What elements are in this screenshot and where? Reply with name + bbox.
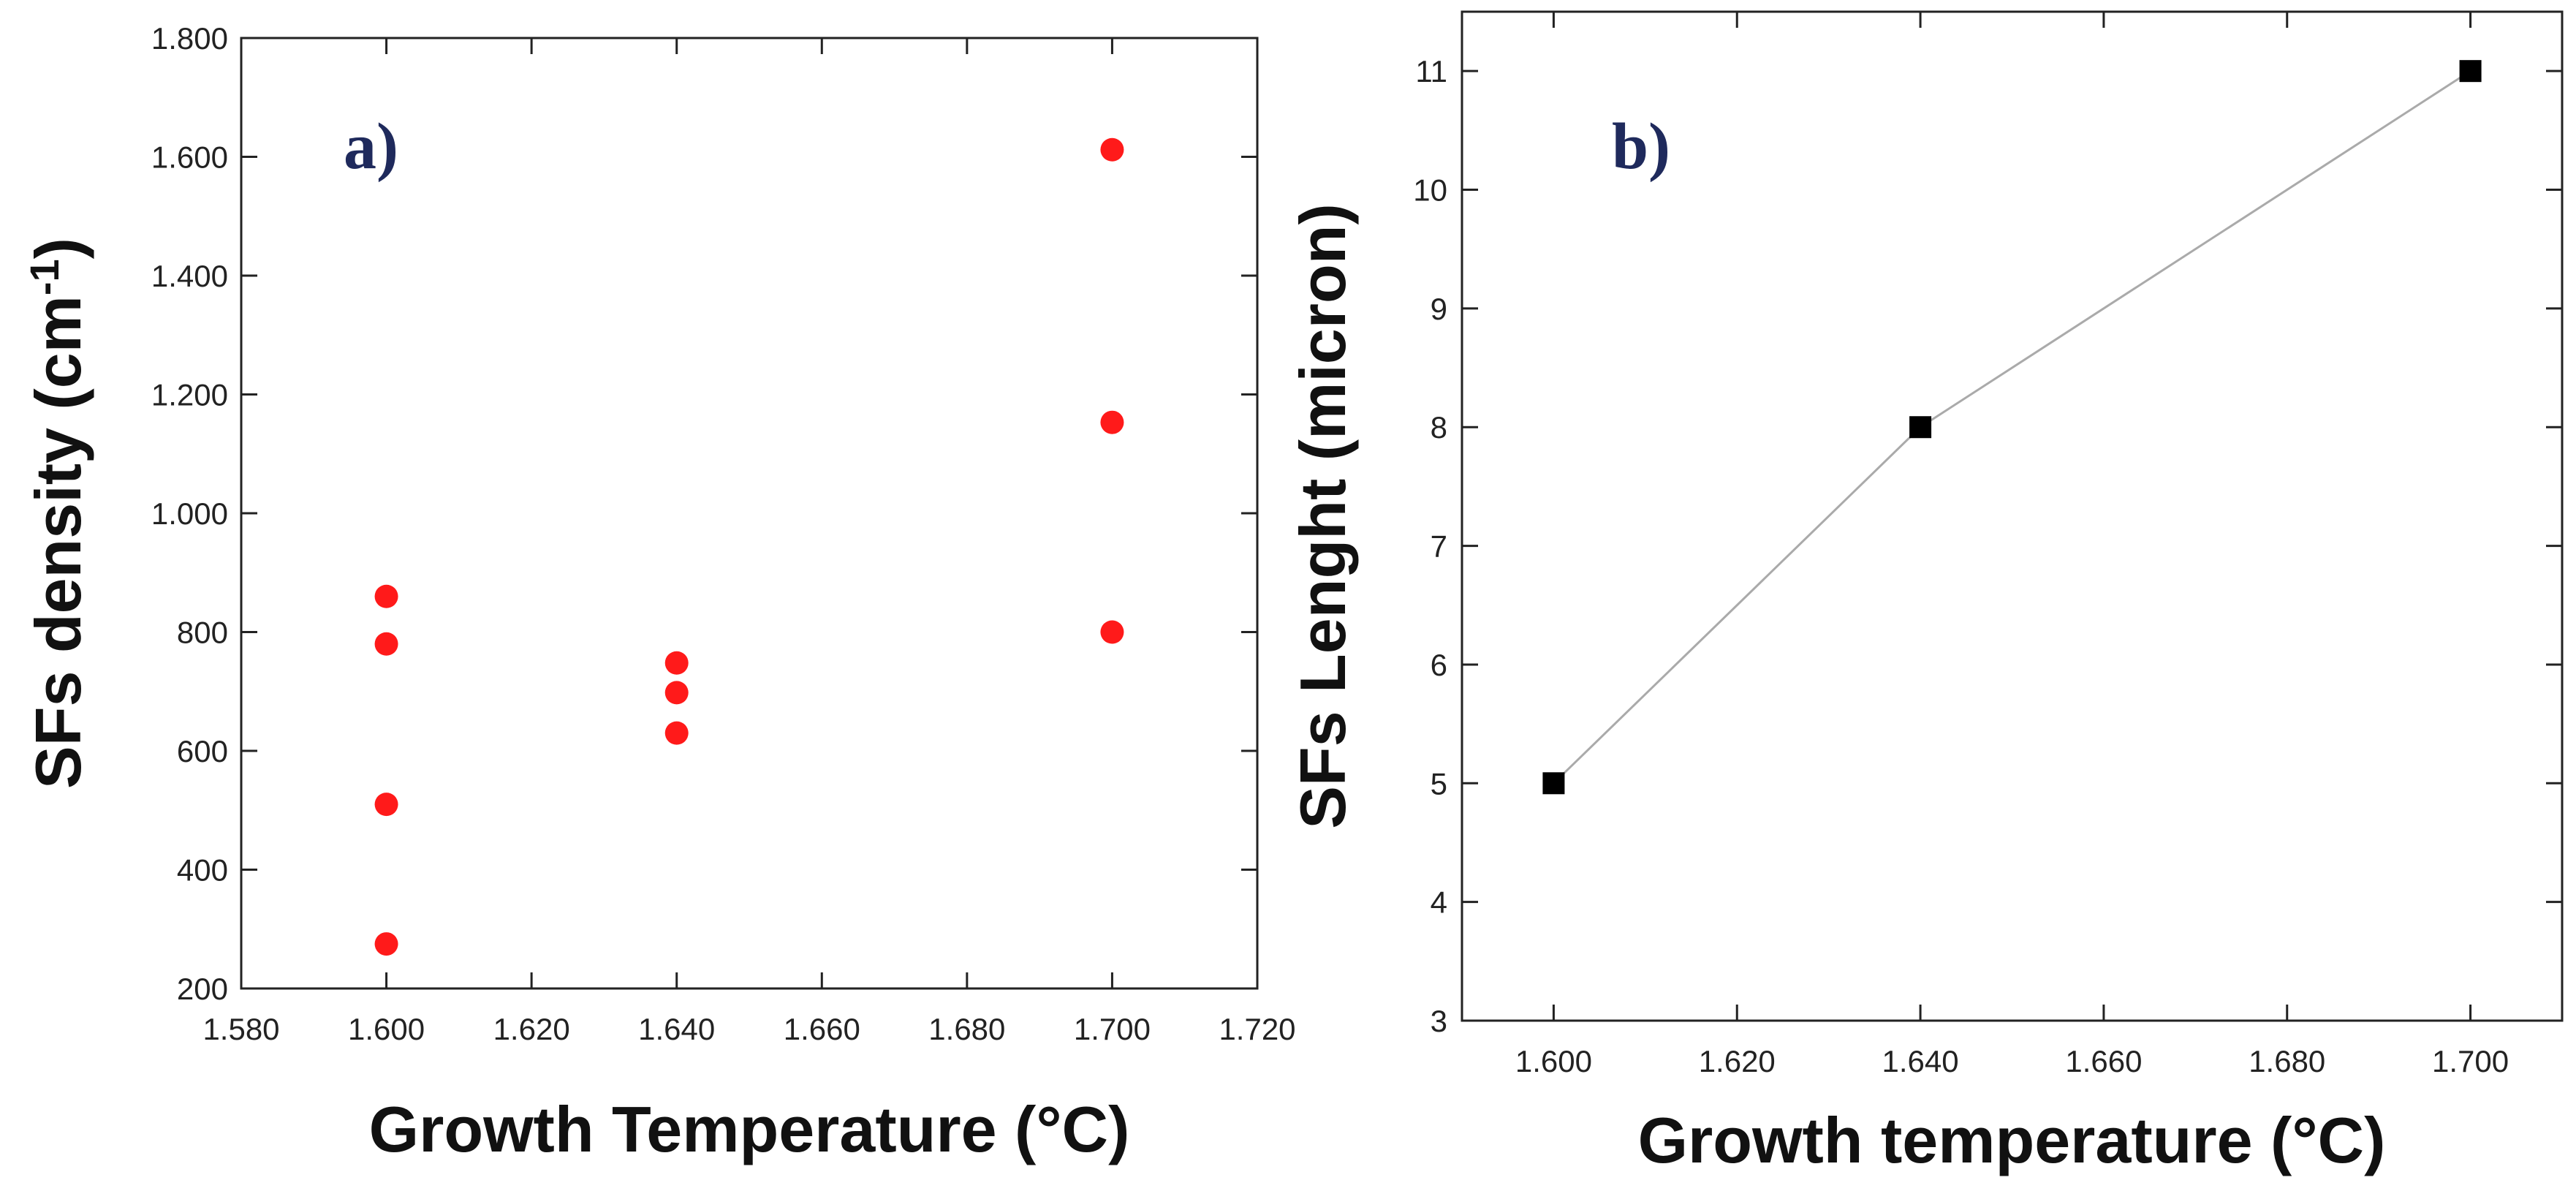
- panel-a-x-axis-title: Growth Temperature (°C): [369, 1093, 1130, 1165]
- panel-b-series-line: [1553, 69, 2471, 784]
- panel-a-y-tick-label: 1.000: [151, 496, 228, 531]
- panel-b-x-tick-label: 1.620: [1699, 1044, 1776, 1078]
- panel-a-x-tick-label: 1.700: [1074, 1012, 1151, 1046]
- panel-a-y-tick-label: 400: [177, 853, 228, 888]
- panel-a-y-tick-label: 600: [177, 734, 228, 768]
- panel-a-data-point: [374, 932, 398, 956]
- panel-b-x-tick-label: 1.600: [1515, 1044, 1592, 1078]
- panel-a-data-point: [664, 651, 689, 675]
- panel-b-y-tick-label: 10: [1413, 173, 1447, 208]
- panel-a-label: a): [344, 110, 398, 183]
- panel-b-y-tick-label: 6: [1431, 648, 1447, 682]
- panel-a-data-point: [374, 793, 398, 817]
- panel-a-data-point: [1100, 137, 1124, 162]
- panel-b-data-points: [1542, 60, 2482, 795]
- panel-b-y-tick-label: 4: [1431, 885, 1447, 920]
- panel-a-y-tick-label: 800: [177, 616, 228, 650]
- panel-a-y-tick-label: 1.200: [151, 378, 228, 412]
- panel-b-x-tick-label: 1.700: [2432, 1044, 2509, 1078]
- panel-a-y-tick-label: 1.800: [151, 21, 228, 56]
- panel-b-data-point: [1909, 416, 1932, 439]
- panel-b-data-point: [2459, 60, 2482, 83]
- panel-b-y-tick-label: 3: [1431, 1004, 1447, 1038]
- panel-a-data-point: [664, 681, 689, 705]
- panel-b-y-tick-label: 5: [1431, 766, 1447, 801]
- panel-a-x-tick-label: 1.640: [638, 1012, 715, 1046]
- panel-b-label: b): [1612, 110, 1670, 183]
- panel-b-line-chart: 1.600 1.620 1.640 1.660 1.680 1.700 3 4 5 6 7 8 9 10…: [1287, 10, 2564, 1176]
- panel-a-y-tick-label: 1.600: [151, 140, 228, 175]
- panel-a-data-point: [374, 632, 398, 656]
- panel-b-y-tick-label: 8: [1431, 410, 1447, 445]
- panel-a-y-ticks: 200 400 600 800 1.000 1.200 1.400 1.600 1.800: [151, 21, 1257, 1006]
- panel-b-x-ticks: 1.600 1.620 1.640 1.660 1.680 1.700: [1515, 12, 2509, 1078]
- panel-b-y-ticks: 3 4 5 6 7 8 9 10 11: [1413, 54, 2562, 1038]
- panel-a-y-tick-label: 1.400: [151, 259, 228, 293]
- panel-b-y-axis-title: SFs Lenght (micron): [1287, 203, 1359, 829]
- panel-a-y-axis-title: SFs density (cm-1): [21, 238, 94, 789]
- panel-a-y-axis-title-close: ): [22, 238, 94, 259]
- panel-a-x-tick-label: 1.660: [784, 1012, 860, 1046]
- panel-a-data-point: [374, 584, 398, 608]
- panel-a-x-tick-label: 1.720: [1219, 1012, 1295, 1046]
- panel-a-x-tick-label: 1.620: [493, 1012, 570, 1046]
- panel-a-scatter-chart: 1.580 1.600 1.620 1.640 1.660 1.680 1.700 1.720…: [21, 21, 1296, 1165]
- panel-a-x-ticks: 1.580 1.600 1.620 1.640 1.660 1.680 1.700 1.720: [202, 38, 1296, 1046]
- panel-a-data-point: [664, 721, 689, 745]
- panel-a-data-point: [1100, 620, 1124, 644]
- panel-b-x-axis-title: Growth temperature (°C): [1638, 1104, 2386, 1176]
- panel-b-x-tick-label: 1.660: [2065, 1044, 2142, 1078]
- panel-b-series-polyline: [1553, 69, 2471, 784]
- panel-a-x-tick-label: 1.680: [928, 1012, 1005, 1046]
- panel-b-x-tick-label: 1.680: [2249, 1044, 2325, 1078]
- panel-b-y-tick-label: 7: [1431, 529, 1447, 564]
- panel-b-plot-frame: [1461, 10, 2564, 1022]
- panel-a-x-tick-label: 1.600: [348, 1012, 425, 1046]
- panel-a-x-tick-label: 1.580: [202, 1012, 279, 1046]
- panel-a-y-axis-title-main: SFs density (cm: [22, 295, 94, 789]
- panel-a-data-point: [1100, 410, 1124, 434]
- panel-b-data-point: [1542, 772, 1565, 795]
- panel-a-data-points: [374, 137, 1124, 956]
- panel-a-y-tick-label: 200: [177, 972, 228, 1006]
- panel-a-y-axis-title-exponent: -1: [21, 259, 67, 295]
- panel-b-y-tick-label: 9: [1431, 292, 1447, 326]
- panel-b-x-tick-label: 1.640: [1882, 1044, 1959, 1078]
- panel-b-y-tick-label: 11: [1415, 54, 1447, 88]
